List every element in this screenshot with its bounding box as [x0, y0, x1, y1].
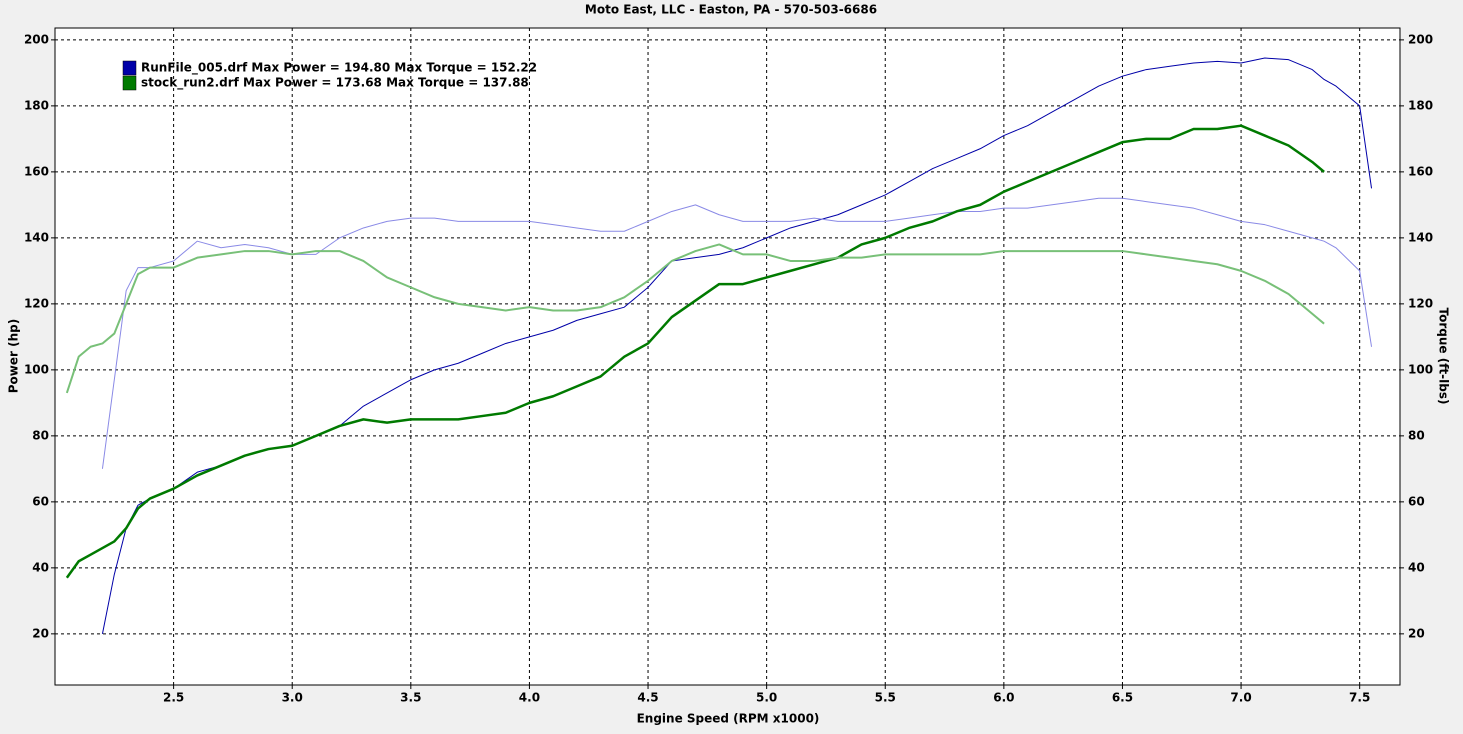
- y-tick-label: 40: [32, 560, 49, 574]
- x-tick-label: 6.0: [993, 691, 1014, 705]
- y2-tick-label: 80: [1408, 428, 1425, 442]
- x-tick-label: 4.0: [519, 691, 540, 705]
- y-tick-label: 200: [24, 32, 49, 46]
- y2-tick-label: 200: [1408, 32, 1433, 46]
- legend-swatch: [122, 60, 137, 76]
- legend-swatch: [122, 75, 137, 91]
- series-line: [65, 243, 1325, 394]
- y-tick-label: 120: [24, 296, 49, 310]
- plot-area: [54, 27, 1401, 686]
- y2-axis-label: Torque (ft-lbs): [1437, 308, 1451, 405]
- legend-label: RunFile_005.drf Max Power = 194.80 Max T…: [141, 61, 537, 76]
- x-tick-label: 5.5: [875, 691, 896, 705]
- y-tick-label: 140: [24, 230, 49, 244]
- x-tick-label: 7.0: [1230, 691, 1251, 705]
- legend-label: stock_run2.drf Max Power = 173.68 Max To…: [141, 76, 529, 91]
- x-tick-label: 2.5: [163, 691, 184, 705]
- y2-tick-label: 40: [1408, 560, 1425, 574]
- y-tick-label: 160: [24, 164, 49, 178]
- series-line: [101, 197, 1373, 469]
- y2-tick-label: 140: [1408, 230, 1433, 244]
- x-tick-label: 3.5: [400, 691, 421, 705]
- y-tick-label: 80: [32, 428, 49, 442]
- y2-tick-label: 100: [1408, 362, 1433, 376]
- y-tick-label: 20: [32, 626, 49, 640]
- x-tick-label: 6.5: [1112, 691, 1133, 705]
- y-tick-label: 100: [24, 362, 49, 376]
- series-line: [65, 124, 1325, 579]
- x-tick-label: 3.0: [282, 691, 303, 705]
- y2-tick-label: 180: [1408, 98, 1433, 112]
- y-axis-label: Power (hp): [7, 319, 21, 393]
- y2-tick-label: 160: [1408, 164, 1433, 178]
- y2-tick-label: 20: [1408, 626, 1425, 640]
- chart-title: Moto East, LLC - Easton, PA - 570-503-66…: [585, 3, 877, 17]
- x-tick-label: 7.5: [1349, 691, 1370, 705]
- y2-tick-label: 60: [1408, 494, 1425, 508]
- x-tick-label: 4.5: [637, 691, 658, 705]
- x-tick-label: 5.0: [756, 691, 777, 705]
- x-axis-label: Engine Speed (RPM x1000): [637, 712, 820, 726]
- y-tick-label: 60: [32, 494, 49, 508]
- y2-tick-label: 120: [1408, 296, 1433, 310]
- y-tick-label: 180: [24, 98, 49, 112]
